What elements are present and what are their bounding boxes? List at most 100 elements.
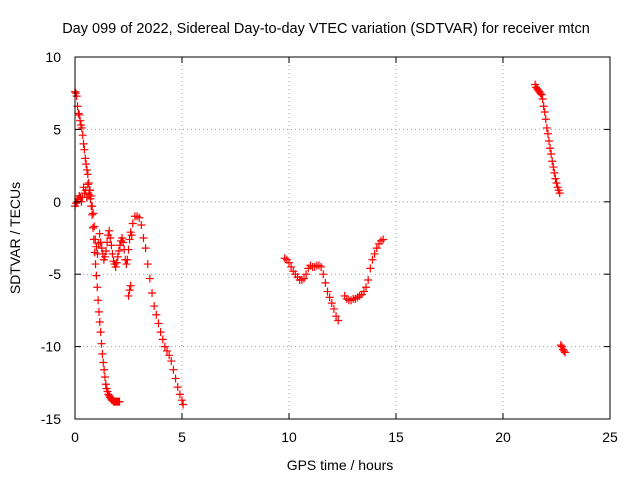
data-point (119, 238, 128, 247)
data-point (76, 116, 85, 125)
data-point (124, 291, 133, 300)
data-point (317, 262, 326, 271)
x-tick-label: 20 (495, 429, 511, 445)
data-point (171, 374, 180, 383)
data-point (314, 261, 323, 270)
data-point (329, 304, 338, 313)
data-point (148, 289, 157, 298)
data-point (122, 260, 131, 269)
data-point (97, 339, 106, 348)
data-point (550, 168, 559, 177)
data-point (139, 234, 148, 242)
data-point (364, 275, 373, 284)
y-tick-label: -10 (41, 339, 61, 355)
y-tick-label: 5 (53, 121, 61, 137)
data-point (160, 342, 169, 351)
y-axis-label: SDTVAR / TECUs (7, 182, 23, 294)
data-point (368, 255, 377, 264)
satellite-arc-3 (124, 281, 135, 300)
data-point (127, 231, 136, 240)
data-point (555, 189, 564, 198)
data-point (536, 89, 545, 98)
x-axis-label: GPS time / hours (287, 457, 394, 473)
data-point (100, 252, 109, 261)
data-point (87, 192, 96, 201)
satellite-arc-2 (71, 180, 136, 271)
data-point (542, 123, 551, 132)
data-point (556, 341, 565, 350)
data-point (88, 210, 97, 219)
data-point (77, 123, 86, 132)
data-point (552, 178, 561, 187)
data-point (285, 258, 293, 267)
data-point (72, 92, 81, 101)
data-point (359, 287, 368, 296)
satellite-arc-5 (280, 254, 343, 325)
data-point (133, 212, 142, 221)
x-tick-label: 10 (281, 429, 297, 445)
satellite-arc-8 (556, 341, 570, 357)
x-tick-label: 25 (602, 429, 618, 445)
data-point (163, 346, 172, 355)
data-point (299, 274, 308, 283)
data-point (372, 244, 381, 253)
data-point (537, 90, 546, 99)
data-point (93, 283, 102, 292)
chart-title: Day 099 of 2022, Sidereal Day-to-day VTE… (62, 21, 590, 37)
tick-labels-layer: 0 5 10 15 20 25 -15 -10 -5 0 5 10 (41, 49, 618, 445)
data-point (541, 115, 550, 124)
data-point (332, 312, 341, 321)
data-point (173, 383, 182, 392)
data-point (118, 234, 127, 242)
data-point (323, 287, 332, 296)
data-point (549, 163, 558, 172)
data-point (546, 144, 555, 153)
data-point (103, 238, 112, 247)
data-point (319, 270, 328, 279)
grid-layer (75, 57, 610, 419)
points-layer (71, 80, 570, 409)
data-point (100, 373, 109, 382)
data-point (113, 252, 122, 261)
data-point (150, 302, 159, 311)
data-point (124, 245, 133, 254)
ticks-layer (74, 56, 611, 420)
satellite-arc-7 (531, 80, 564, 198)
data-point (98, 349, 107, 358)
data-point (125, 286, 134, 295)
data-point (99, 358, 108, 367)
data-point (81, 154, 90, 163)
data-point (95, 229, 104, 238)
y-tick-label: -5 (49, 266, 62, 282)
data-point (96, 328, 105, 337)
data-point (179, 400, 188, 409)
data-point (538, 94, 547, 103)
data-point (169, 365, 178, 374)
data-point (280, 254, 289, 263)
data-point (112, 258, 121, 267)
data-point (178, 396, 186, 405)
x-tick-label: 15 (388, 429, 404, 445)
data-point (540, 108, 549, 117)
data-point (106, 234, 115, 242)
data-point (90, 222, 99, 231)
data-point (321, 278, 330, 287)
data-point (145, 274, 154, 283)
data-point (91, 235, 100, 244)
data-point (141, 244, 150, 253)
data-point (123, 255, 132, 264)
data-point (75, 110, 84, 119)
data-point (72, 199, 81, 208)
satellite-arc-6 (340, 235, 388, 305)
data-point (543, 129, 552, 138)
data-point (100, 365, 109, 374)
data-point (370, 249, 379, 258)
data-point (88, 202, 97, 211)
data-point (334, 316, 343, 325)
data-point (82, 160, 91, 169)
data-point (97, 244, 106, 253)
data-point (154, 319, 163, 328)
data-point (83, 180, 92, 189)
x-tick-label: 5 (178, 429, 186, 445)
data-point (83, 170, 92, 179)
